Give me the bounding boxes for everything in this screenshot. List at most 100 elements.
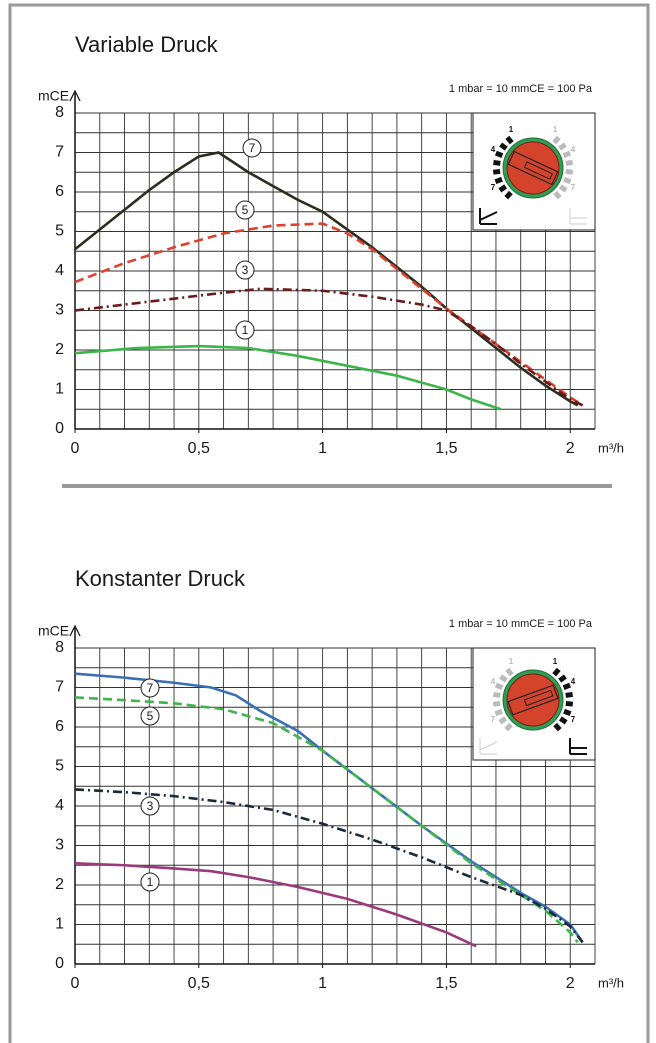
- dial-tick: [558, 142, 567, 151]
- y-tick-label: 1: [55, 916, 64, 933]
- dial-label: 4: [571, 145, 576, 154]
- dial-label: 7: [491, 183, 496, 192]
- dial-tick: [552, 667, 561, 677]
- dial-tick: [498, 716, 508, 725]
- dial-label: 7: [491, 715, 496, 724]
- y-tick-label: 1: [55, 381, 64, 398]
- dial-pointer: [507, 684, 559, 716]
- frame: [8, 3, 650, 1043]
- dial-tick: [494, 708, 503, 717]
- y-tick-label: 3: [55, 837, 64, 854]
- dial-tick: [504, 190, 513, 200]
- series-label: 1: [242, 323, 249, 337]
- dial-label: 1: [509, 125, 514, 134]
- y-axis-label: mCE: [38, 623, 69, 639]
- dial-label: 1: [553, 657, 558, 666]
- series-label-circle: [242, 138, 262, 158]
- series-label: 7: [249, 141, 256, 155]
- dial-tick: [494, 682, 504, 690]
- dial-label: 7: [571, 183, 576, 192]
- y-tick-label: 3: [55, 302, 64, 319]
- series-label: 5: [242, 203, 249, 217]
- series-label-circle: [140, 706, 160, 726]
- series-label: 3: [242, 263, 249, 277]
- dial-label: 7: [571, 715, 576, 724]
- series-label: 7: [147, 681, 154, 695]
- dial-knob: [506, 673, 560, 727]
- series-line: [74, 788, 584, 944]
- y-tick-label: 0: [55, 420, 64, 437]
- series-line: [74, 344, 502, 411]
- dial-tick: [552, 135, 561, 145]
- dial-tick: [558, 716, 568, 725]
- dial-label: 1: [509, 657, 514, 666]
- x-axis-label: m³/h: [598, 975, 624, 990]
- dial-label: 4: [491, 145, 496, 154]
- series-line: [74, 861, 477, 948]
- mode-icon-variable: [479, 738, 498, 755]
- dial-tick: [499, 142, 508, 151]
- dial-tick: [493, 691, 501, 698]
- dial-tick: [494, 176, 503, 185]
- y-axis-arrow: [69, 89, 81, 102]
- dial-knob: [506, 141, 560, 195]
- dial-tick: [565, 700, 574, 707]
- dial-tick: [562, 150, 572, 158]
- dial-label: 4: [491, 677, 496, 686]
- dial-tick: [565, 168, 574, 175]
- series-line: [74, 287, 584, 407]
- y-tick-label: 0: [55, 955, 64, 972]
- dial-tick: [563, 176, 572, 185]
- series-label: 3: [147, 799, 154, 813]
- dial-label: 4: [571, 677, 576, 686]
- x-tick-label: 1,5: [435, 440, 457, 457]
- y-axis-arrow: [69, 624, 81, 637]
- x-axis-label: m³/h: [598, 440, 624, 455]
- y-tick-label: 7: [55, 144, 64, 161]
- note: 1 mbar = 10 mmCE = 100 Pa: [449, 83, 593, 95]
- series-label: 1: [147, 875, 154, 889]
- dial-tick: [498, 184, 508, 193]
- dial-tick: [563, 708, 572, 717]
- y-tick-label: 2: [55, 876, 64, 893]
- x-tick-label: 1,5: [435, 975, 457, 992]
- series-line: [74, 222, 584, 407]
- dial-tick: [499, 674, 508, 683]
- series-label-circle: [140, 796, 160, 816]
- dial-tick: [565, 159, 573, 166]
- y-tick-label: 7: [55, 679, 64, 696]
- dial-tick: [505, 667, 514, 677]
- dial-tick: [562, 682, 572, 690]
- series-label: 5: [147, 709, 154, 723]
- x-tick-label: 0,5: [188, 975, 210, 992]
- y-tick-label: 4: [55, 262, 64, 279]
- dial-tick: [494, 150, 504, 158]
- dial-tick: [504, 722, 513, 732]
- note: 1 mbar = 10 mmCE = 100 Pa: [449, 618, 593, 630]
- dial-tick: [493, 159, 501, 166]
- dial-tick: [558, 674, 567, 683]
- series-label-circle: [235, 200, 255, 220]
- dial-pointer-inner: [523, 161, 554, 180]
- dial-tick: [565, 691, 573, 698]
- x-tick-label: 0,5: [188, 440, 210, 457]
- dial-tick: [492, 700, 501, 707]
- dial-tick: [505, 135, 514, 145]
- y-tick-label: 5: [55, 758, 64, 775]
- dial-pointer: [507, 150, 559, 186]
- series-line: [74, 151, 579, 407]
- dial-pointer-inner: [523, 689, 554, 707]
- mode-icon-constant: [569, 208, 587, 225]
- y-tick-label: 8: [55, 104, 64, 121]
- series-label-circle: [140, 872, 160, 892]
- mode-icon-variable: [479, 208, 498, 225]
- series-label-circle: [235, 260, 255, 280]
- x-tick-label: 2: [566, 975, 575, 992]
- y-axis-label: mCE: [38, 88, 69, 104]
- y-tick-label: 2: [55, 341, 64, 358]
- y-tick-label: 6: [55, 718, 64, 735]
- chart-title: Variable Druck: [75, 32, 219, 57]
- series-line: [74, 696, 579, 944]
- series-label-circle: [140, 678, 160, 698]
